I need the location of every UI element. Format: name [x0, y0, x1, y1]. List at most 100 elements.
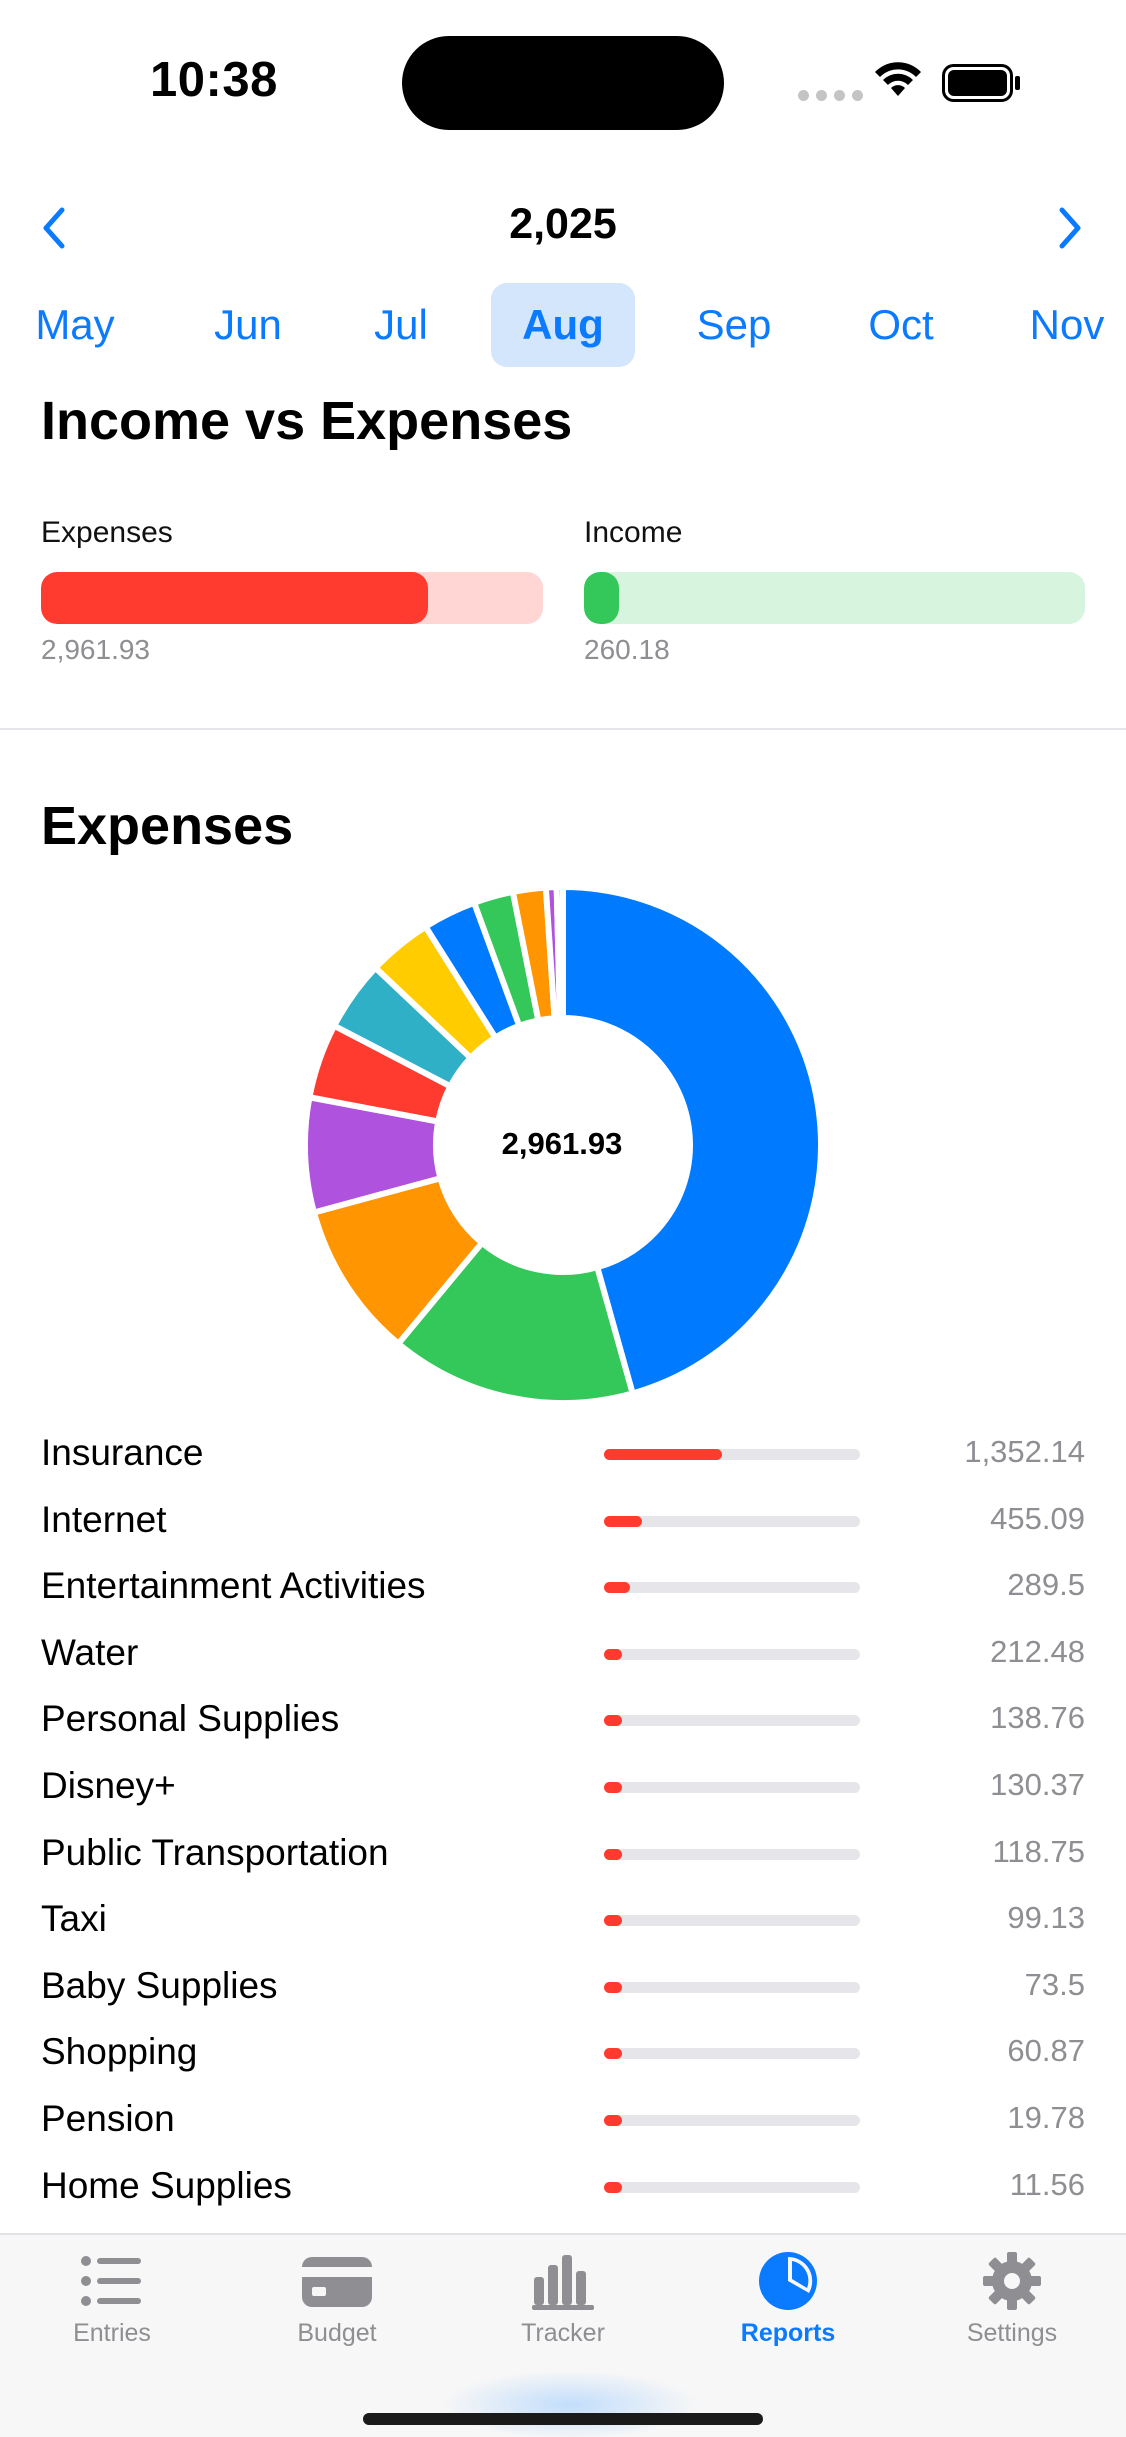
list-item[interactable]: Entertainment Activities 289.5	[0, 1555, 1126, 1621]
donut-center-total: 2,961.93	[501, 1126, 623, 1161]
status-time: 10:38	[150, 53, 278, 107]
category-name: Pension	[41, 2098, 175, 2139]
category-amount: 138.76	[990, 1700, 1085, 1736]
list-item[interactable]: Disney+ 130.37	[0, 1755, 1126, 1821]
category-amount: 289.5	[1007, 1567, 1085, 1603]
expenses-donut-chart	[302, 884, 824, 1406]
tab-settings[interactable]: Settings	[922, 2251, 1102, 2391]
tab-label: Reports	[740, 2319, 836, 2347]
pie-chart-icon	[759, 2252, 817, 2310]
category-progress-bar	[604, 1915, 860, 1927]
tab-reports[interactable]: Reports	[698, 2251, 878, 2391]
category-progress-fill	[604, 2115, 622, 2126]
year-title: 2,025	[509, 200, 617, 248]
section-divider	[0, 728, 1126, 730]
tab-label: Tracker	[521, 2319, 605, 2347]
month-jun[interactable]: Jun	[214, 301, 282, 348]
category-progress-bar	[604, 1715, 860, 1727]
category-name: Entertainment Activities	[41, 1565, 426, 1607]
donut-slice-internet	[395, 1239, 636, 1406]
category-name: Taxi	[41, 1898, 107, 1940]
cellular-signal-icon	[798, 90, 863, 101]
list-item[interactable]: Insurance 1,352.14	[0, 1422, 1126, 1488]
expenses-bar-value: 2,961.93	[41, 634, 150, 665]
category-progress-fill	[604, 1848, 622, 1860]
category-progress-bar	[604, 1648, 860, 1660]
category-amount: 212.48	[990, 1633, 1085, 1669]
category-progress-bar	[604, 1782, 860, 1793]
list-item[interactable]: Home Supplies 11.56	[0, 2155, 1126, 2221]
wifi-icon	[875, 62, 921, 96]
category-amount: 1,352.14	[964, 1434, 1085, 1469]
list-item[interactable]: Baby Supplies 73.5	[0, 1955, 1126, 2021]
category-progress-fill	[604, 2048, 622, 2060]
list-item[interactable]: Taxi 99.13	[0, 1888, 1126, 1954]
category-progress-fill	[604, 2181, 622, 2193]
income-vs-expenses-title: Income vs Expenses	[41, 391, 573, 451]
category-progress-bar	[604, 2048, 860, 2060]
month-sep[interactable]: Sep	[696, 301, 772, 348]
month-may[interactable]: May	[35, 301, 115, 348]
category-progress-bar	[604, 1981, 860, 1993]
list-item[interactable]: Internet 455.09	[0, 1489, 1126, 1555]
list-item[interactable]: Personal Supplies 138.76	[0, 1688, 1126, 1754]
tab-glow	[440, 2370, 700, 2437]
category-progress-fill	[604, 1715, 622, 1727]
list-item[interactable]: Pension 19.78	[0, 2088, 1126, 2154]
previous-year-button[interactable]	[36, 200, 72, 256]
category-progress-fill	[604, 1648, 622, 1660]
bar-chart-icon	[532, 2255, 594, 2310]
expenses-bar	[41, 572, 543, 624]
list-icon	[81, 2256, 141, 2306]
category-name: Home Supplies	[41, 2164, 292, 2206]
expenses-title: Expenses	[41, 796, 294, 856]
month-jul[interactable]: Jul	[374, 301, 428, 348]
donut-slice-home-supplies	[553, 884, 566, 1022]
income-bar	[584, 572, 1085, 624]
month-nov[interactable]: Nov	[1029, 301, 1105, 348]
category-progress-bar	[604, 2115, 860, 2126]
category-name: Baby Supplies	[41, 1964, 278, 2006]
category-name: Insurance	[41, 1432, 204, 1473]
month-selector: May Jun Jul Aug Sep Oct Nov	[0, 283, 1126, 367]
category-amount: 11.56	[1009, 2166, 1085, 2202]
tab-entries[interactable]: Entries	[22, 2251, 202, 2391]
donut-slice-insurance	[560, 884, 824, 1397]
category-progress-fill	[604, 1449, 722, 1460]
category-progress-fill	[604, 1582, 630, 1594]
card-icon	[302, 2257, 372, 2307]
category-amount: 118.75	[992, 1833, 1085, 1869]
category-name: Water	[41, 1631, 139, 1673]
category-progress-bar	[604, 1449, 860, 1460]
category-name: Public Transportation	[41, 1831, 389, 1873]
expenses-bar-label: Expenses	[41, 516, 173, 549]
list-item[interactable]: Water 212.48	[0, 1622, 1126, 1688]
month-aug[interactable]: Aug	[491, 283, 635, 367]
category-progress-fill	[604, 1981, 622, 1993]
category-progress-bar	[604, 1515, 860, 1527]
list-item[interactable]: Shopping 60.87	[0, 2021, 1126, 2087]
category-amount: 130.37	[990, 1767, 1085, 1802]
battery-icon	[942, 64, 1020, 102]
gear-icon	[983, 2252, 1041, 2310]
category-amount: 99.13	[1007, 1900, 1085, 1936]
category-name: Personal Supplies	[41, 1698, 340, 1740]
category-name: Disney+	[41, 1765, 176, 1806]
month-oct[interactable]: Oct	[868, 301, 934, 348]
dynamic-island	[402, 36, 724, 130]
category-amount: 455.09	[990, 1500, 1085, 1536]
category-progress-bar	[604, 1848, 860, 1860]
tab-budget[interactable]: Budget	[247, 2251, 427, 2391]
category-progress-bar	[604, 1582, 860, 1594]
list-item[interactable]: Public Transportation 118.75	[0, 1822, 1126, 1888]
category-amount: 60.87	[1007, 2033, 1085, 2069]
tab-label: Budget	[297, 2319, 377, 2347]
category-progress-fill	[604, 1782, 622, 1793]
category-progress-fill	[604, 1515, 643, 1527]
home-indicator	[363, 2413, 763, 2425]
category-progress-fill	[604, 1915, 622, 1927]
next-year-button[interactable]	[1052, 200, 1088, 256]
tab-tracker[interactable]: Tracker	[473, 2251, 653, 2391]
category-amount: 73.5	[1024, 1966, 1085, 2002]
income-bar-label: Income	[584, 516, 683, 549]
